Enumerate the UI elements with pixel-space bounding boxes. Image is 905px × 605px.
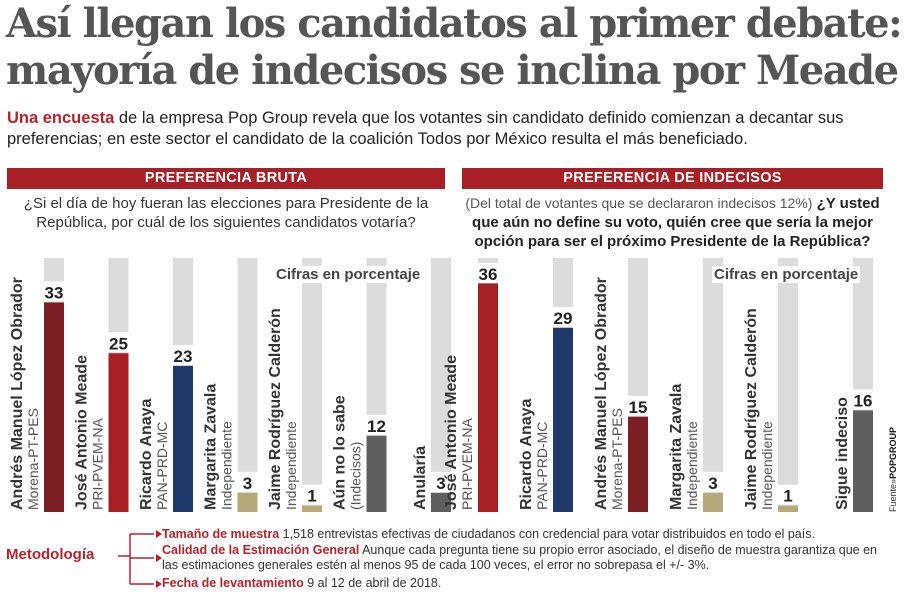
bar-track (778, 258, 798, 512)
value-label-bg (428, 471, 454, 492)
right-chart-question-text: ¿Y usted que aún no define su voto, quié… (472, 195, 880, 250)
value-label: 3 (708, 474, 717, 493)
value-label: 16 (854, 391, 873, 410)
bar (628, 416, 648, 512)
right-chart-question: (Del total de votantes que se declararon… (462, 194, 883, 251)
value-label: 36 (479, 265, 498, 284)
methodology-item-sample: Tamaño de muestra 1,518 entrevistas efec… (162, 527, 887, 542)
methodology-key: Fecha de levantamiento (162, 576, 304, 590)
bar (778, 505, 798, 512)
value-label-bg (105, 332, 132, 353)
category-label: Margarita ZavalaIndependiente (203, 384, 235, 510)
value-label: 12 (367, 417, 386, 436)
category-label: Anularía (412, 446, 429, 510)
value-label: 1 (307, 487, 316, 506)
methodology-text: 1,518 entrevistas efectivas de ciudadano… (279, 527, 815, 541)
category-label: José Antonio MeadePRI-PVEM-NA (74, 355, 106, 510)
bar-track (431, 258, 451, 512)
category-label: Aún no lo sabe(Indecisos) (332, 395, 364, 510)
bar (478, 283, 498, 512)
methodology-item-date: Fecha de levantamiento 9 al 12 de abril … (162, 576, 887, 591)
source-label: Fuente» (888, 478, 898, 512)
value-label: 1 (783, 487, 792, 506)
bar (302, 505, 322, 512)
value-label-bg (475, 263, 501, 283)
value-label-bg (41, 281, 67, 302)
bar (108, 353, 129, 512)
bar (173, 365, 193, 512)
value-label: 29 (554, 309, 573, 328)
headline-line-2: mayoría de indecisos se inclina por Mead… (6, 47, 899, 94)
methodology-key: Calidad de la Estimación General (162, 543, 360, 557)
value-label-bg (625, 395, 651, 416)
category-label: Sigue indeciso (834, 397, 851, 510)
value-label: 3 (436, 474, 445, 493)
left-units-note: Cifras en porcentaje (274, 266, 423, 283)
source-credit: Fuente»POPGROUP (888, 427, 898, 512)
category-label: Jaime Rodríguez CalderónIndependiente (267, 308, 299, 510)
bar-track (237, 258, 258, 512)
bar (853, 410, 873, 512)
value-label-bg (363, 414, 390, 435)
category-label: Jaime Rodríguez CalderónIndependiente (743, 308, 775, 510)
category-label: Ricardo AnayaPAN-PRD-MC (518, 398, 550, 510)
bar (366, 435, 387, 512)
right-chart-banner: PREFERENCIA DE INDECISOS (462, 168, 883, 189)
category-label: Margarita ZavalaIndependiente (668, 384, 700, 510)
bar-track (302, 258, 322, 512)
bar (44, 302, 64, 512)
value-label: 3 (243, 474, 252, 493)
bar (237, 492, 258, 512)
value-label-bg (234, 471, 261, 492)
headline: Así llegan los candidatos al primer deba… (6, 0, 903, 94)
value-label-bg (775, 484, 801, 505)
methodology-bracket (118, 530, 162, 588)
value-label-bg (550, 306, 576, 327)
methodology-text: 9 al 12 de abril de 2018. (303, 576, 442, 590)
bar (553, 327, 573, 512)
category-label: José Antonio MeadePRI-PVEM-NA (443, 355, 475, 510)
value-label: 25 (109, 334, 128, 353)
left-chart-question: ¿Si el día de hoy fueran las elecciones … (23, 195, 429, 231)
methodology-key: Tamaño de muestra (162, 527, 280, 541)
category-label: Ricardo AnayaPAN-PRD-MC (138, 398, 170, 510)
value-label-bg (299, 484, 325, 505)
bar (431, 492, 451, 512)
deck: Una encuesta de la empresa Pop Group rev… (7, 108, 897, 150)
right-units-note: Cifras en porcentaje (712, 266, 861, 283)
category-label: Andrés Manuel López ObradorMorena-PT-PES (593, 277, 625, 510)
value-label: 23 (174, 347, 193, 366)
value-label: 33 (45, 283, 64, 302)
headline-line-1: Así llegan los candidatos al primer deba… (6, 0, 903, 47)
value-label-bg (170, 344, 196, 365)
value-label-bg (850, 389, 876, 410)
value-label-bg (700, 471, 726, 492)
source-name: POPGROUP (888, 426, 898, 479)
methodology-title: Metodología (6, 546, 95, 563)
methodology-item-quality: Calidad de la Estimación General Aunque … (162, 543, 887, 573)
left-chart-banner: PREFERENCIA BRUTA (7, 168, 445, 189)
bar-track (703, 258, 723, 512)
deck-text: de la empresa Pop Group revela que los v… (7, 109, 844, 148)
bar (703, 492, 723, 512)
right-chart-question-note: (Del total de votantes que se declararon… (465, 195, 813, 211)
deck-lead: Una encuesta (7, 109, 115, 127)
value-label: 15 (629, 398, 648, 417)
category-label: Andrés Manuel López ObradorMorena-PT-PES (9, 277, 41, 510)
methodology-text: Aunque cada pregunta tiene su propio err… (162, 543, 878, 572)
